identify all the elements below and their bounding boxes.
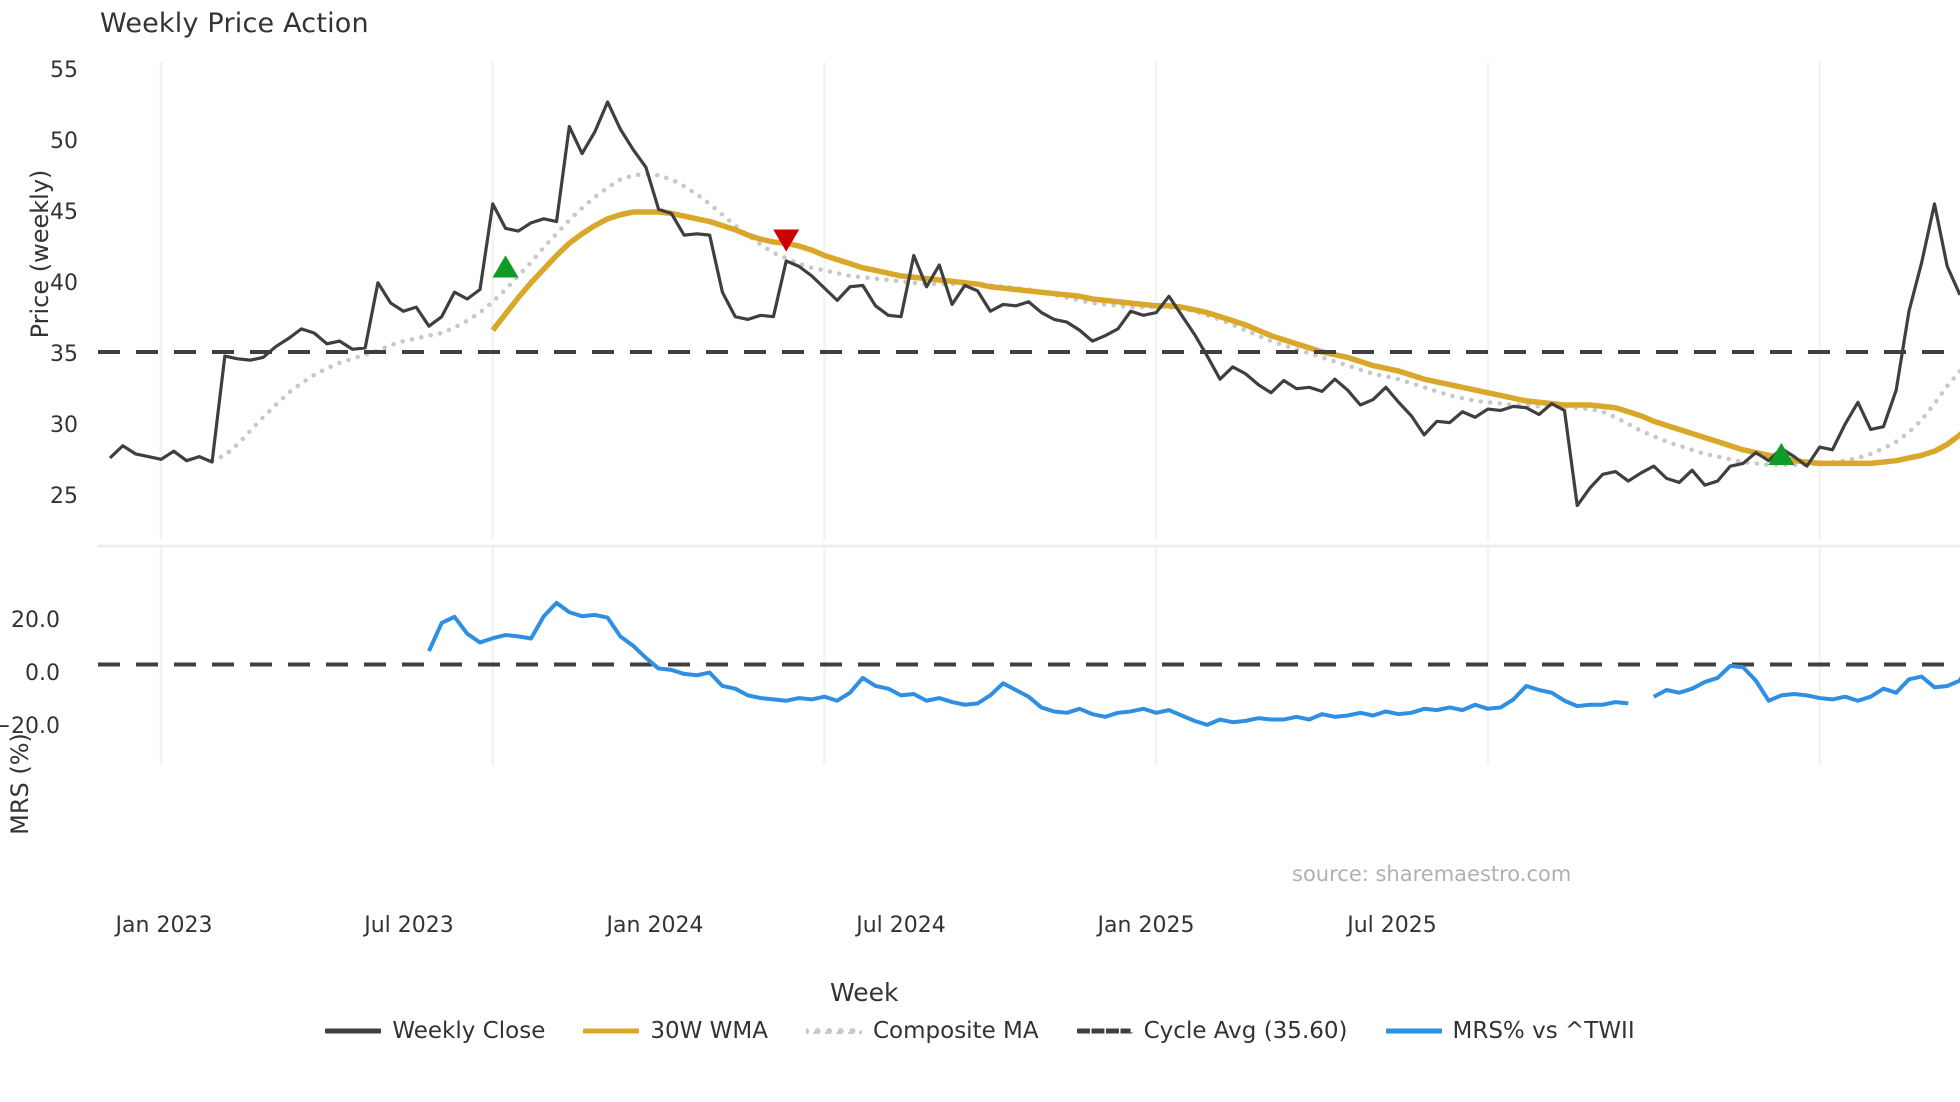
legend-swatch-icon bbox=[325, 1022, 382, 1040]
legend-label: MRS% vs ^TWII bbox=[1452, 1018, 1635, 1044]
xtick-jul-2024: Jul 2024 bbox=[856, 913, 946, 938]
xtick-jan-2024: Jan 2024 bbox=[606, 913, 704, 938]
legend-item-mrs-vs-twii[interactable]: MRS% vs ^TWII bbox=[1385, 1018, 1635, 1044]
price-series-group bbox=[108, 100, 1960, 508]
price-ytick-40: 40 bbox=[50, 271, 78, 296]
legend-item-weekly-close[interactable]: Weekly Close bbox=[325, 1018, 545, 1044]
legend-label: 30W WMA bbox=[650, 1018, 768, 1044]
grid-lines bbox=[98, 62, 1960, 765]
x-axis-label: Week bbox=[830, 978, 899, 1007]
legend-swatch-icon bbox=[1076, 1022, 1133, 1040]
buy-signal-marker bbox=[492, 255, 519, 278]
legend-label: Composite MA bbox=[872, 1018, 1039, 1044]
xtick-jan-2025: Jan 2025 bbox=[1097, 913, 1195, 938]
legend-label: Weekly Close bbox=[392, 1018, 546, 1044]
price-ytick-35: 35 bbox=[50, 342, 78, 367]
mrs-ytick-neg20: −20.0 bbox=[0, 714, 60, 739]
mrs-ytick-0: 0.0 bbox=[25, 661, 60, 686]
mrs-ytick-20: 20.0 bbox=[11, 608, 60, 633]
legend-swatch-icon bbox=[805, 1022, 862, 1040]
chart-title: Weekly Price Action bbox=[100, 8, 369, 39]
xtick-jan-2023: Jan 2023 bbox=[115, 913, 213, 938]
price-ytick-30: 30 bbox=[50, 413, 78, 438]
xtick-jul-2023: Jul 2023 bbox=[364, 913, 454, 938]
legend-label: Cycle Avg (35.60) bbox=[1143, 1018, 1348, 1044]
chart-legend: Weekly Close 30W WMA Composite MA Cycle Avg… bbox=[0, 1018, 1960, 1044]
legend-item-cycle-avg-35-60[interactable]: Cycle Avg (35.60) bbox=[1076, 1018, 1348, 1044]
signal-markers-group bbox=[492, 229, 1795, 465]
price-ytick-45: 45 bbox=[50, 200, 78, 225]
source-watermark: source: sharemaestro.com bbox=[1292, 862, 1572, 886]
legend-swatch-icon bbox=[583, 1022, 640, 1040]
legend-swatch-icon bbox=[1385, 1022, 1442, 1040]
sell-signal-marker bbox=[773, 229, 800, 252]
mrs-series-group bbox=[427, 600, 1960, 727]
buy-signal-marker bbox=[1768, 442, 1795, 465]
legend-item-composite-ma[interactable]: Composite MA bbox=[805, 1018, 1039, 1044]
legend-item-30w-wma[interactable]: 30W WMA bbox=[583, 1018, 768, 1044]
price-ytick-50: 50 bbox=[50, 129, 78, 154]
price-ytick-25: 25 bbox=[50, 484, 78, 509]
xtick-jul-2025: Jul 2025 bbox=[1347, 913, 1437, 938]
price-ytick-55: 55 bbox=[50, 58, 78, 83]
